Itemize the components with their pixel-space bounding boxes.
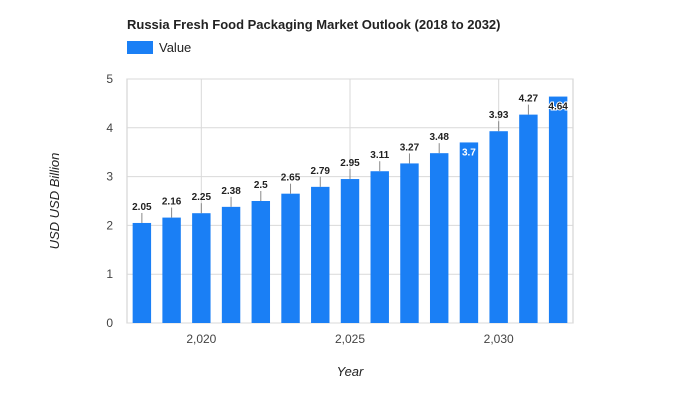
x-axis-title: Year	[337, 364, 364, 379]
data-label: 3.48	[429, 132, 449, 143]
data-label: 2.38	[221, 186, 241, 197]
bar[interactable]	[221, 206, 241, 323]
y-tick-label: 4	[106, 121, 113, 135]
bar[interactable]	[548, 96, 568, 324]
bar[interactable]	[400, 163, 419, 323]
bar[interactable]	[519, 114, 538, 324]
data-label: 3.27	[400, 142, 420, 153]
bar[interactable]	[192, 213, 211, 323]
data-label: 3.11	[370, 150, 389, 161]
data-label: 2.05	[132, 202, 152, 213]
label-layer: 2.05 2.16 2.25 2.38 2.5 2.65 2.79 2.95 3.11 3.27 3…	[132, 94, 569, 223]
bar[interactable]	[162, 217, 181, 323]
data-label: 2.65	[281, 173, 301, 184]
legend-label: Value	[159, 40, 192, 55]
legend[interactable]: Value	[127, 40, 191, 55]
y-axis-title: USD USD Billion	[47, 153, 62, 250]
data-label: 2.79	[311, 166, 331, 177]
y-tick-label: 2	[106, 218, 113, 232]
y-tick-label: 1	[106, 267, 113, 281]
data-label: 2.95	[340, 158, 360, 169]
bar[interactable]	[281, 193, 300, 323]
x-tick-label: 2,030	[484, 332, 514, 346]
bar[interactable]	[132, 222, 152, 323]
data-label: 4.64	[548, 102, 568, 113]
bar[interactable]	[251, 201, 271, 323]
chart-title: Russia Fresh Food Packaging Market Outlo…	[127, 17, 501, 32]
axis-layer: 0 1 2 3 4 5 2,020 2,025 2,030	[106, 72, 514, 346]
x-tick-label: 2,025	[335, 332, 365, 346]
bar[interactable]	[459, 142, 479, 323]
y-tick-label: 3	[106, 170, 113, 184]
legend-swatch	[127, 41, 153, 54]
bar[interactable]	[311, 186, 330, 323]
bar-layer	[132, 96, 568, 324]
bar[interactable]	[370, 171, 389, 323]
data-label: 2.16	[162, 197, 182, 208]
x-tick-label: 2,020	[186, 332, 216, 346]
y-tick-label: 0	[106, 316, 113, 330]
data-label: 2.25	[192, 192, 212, 203]
y-tick-label: 5	[106, 72, 113, 86]
data-label: 2.5	[254, 180, 268, 191]
bar[interactable]	[340, 179, 360, 323]
data-label: 4.27	[519, 94, 539, 105]
bar[interactable]	[429, 153, 449, 323]
data-label: 3.7	[462, 147, 476, 158]
bar[interactable]	[489, 131, 508, 323]
data-label: 3.93	[489, 110, 509, 121]
